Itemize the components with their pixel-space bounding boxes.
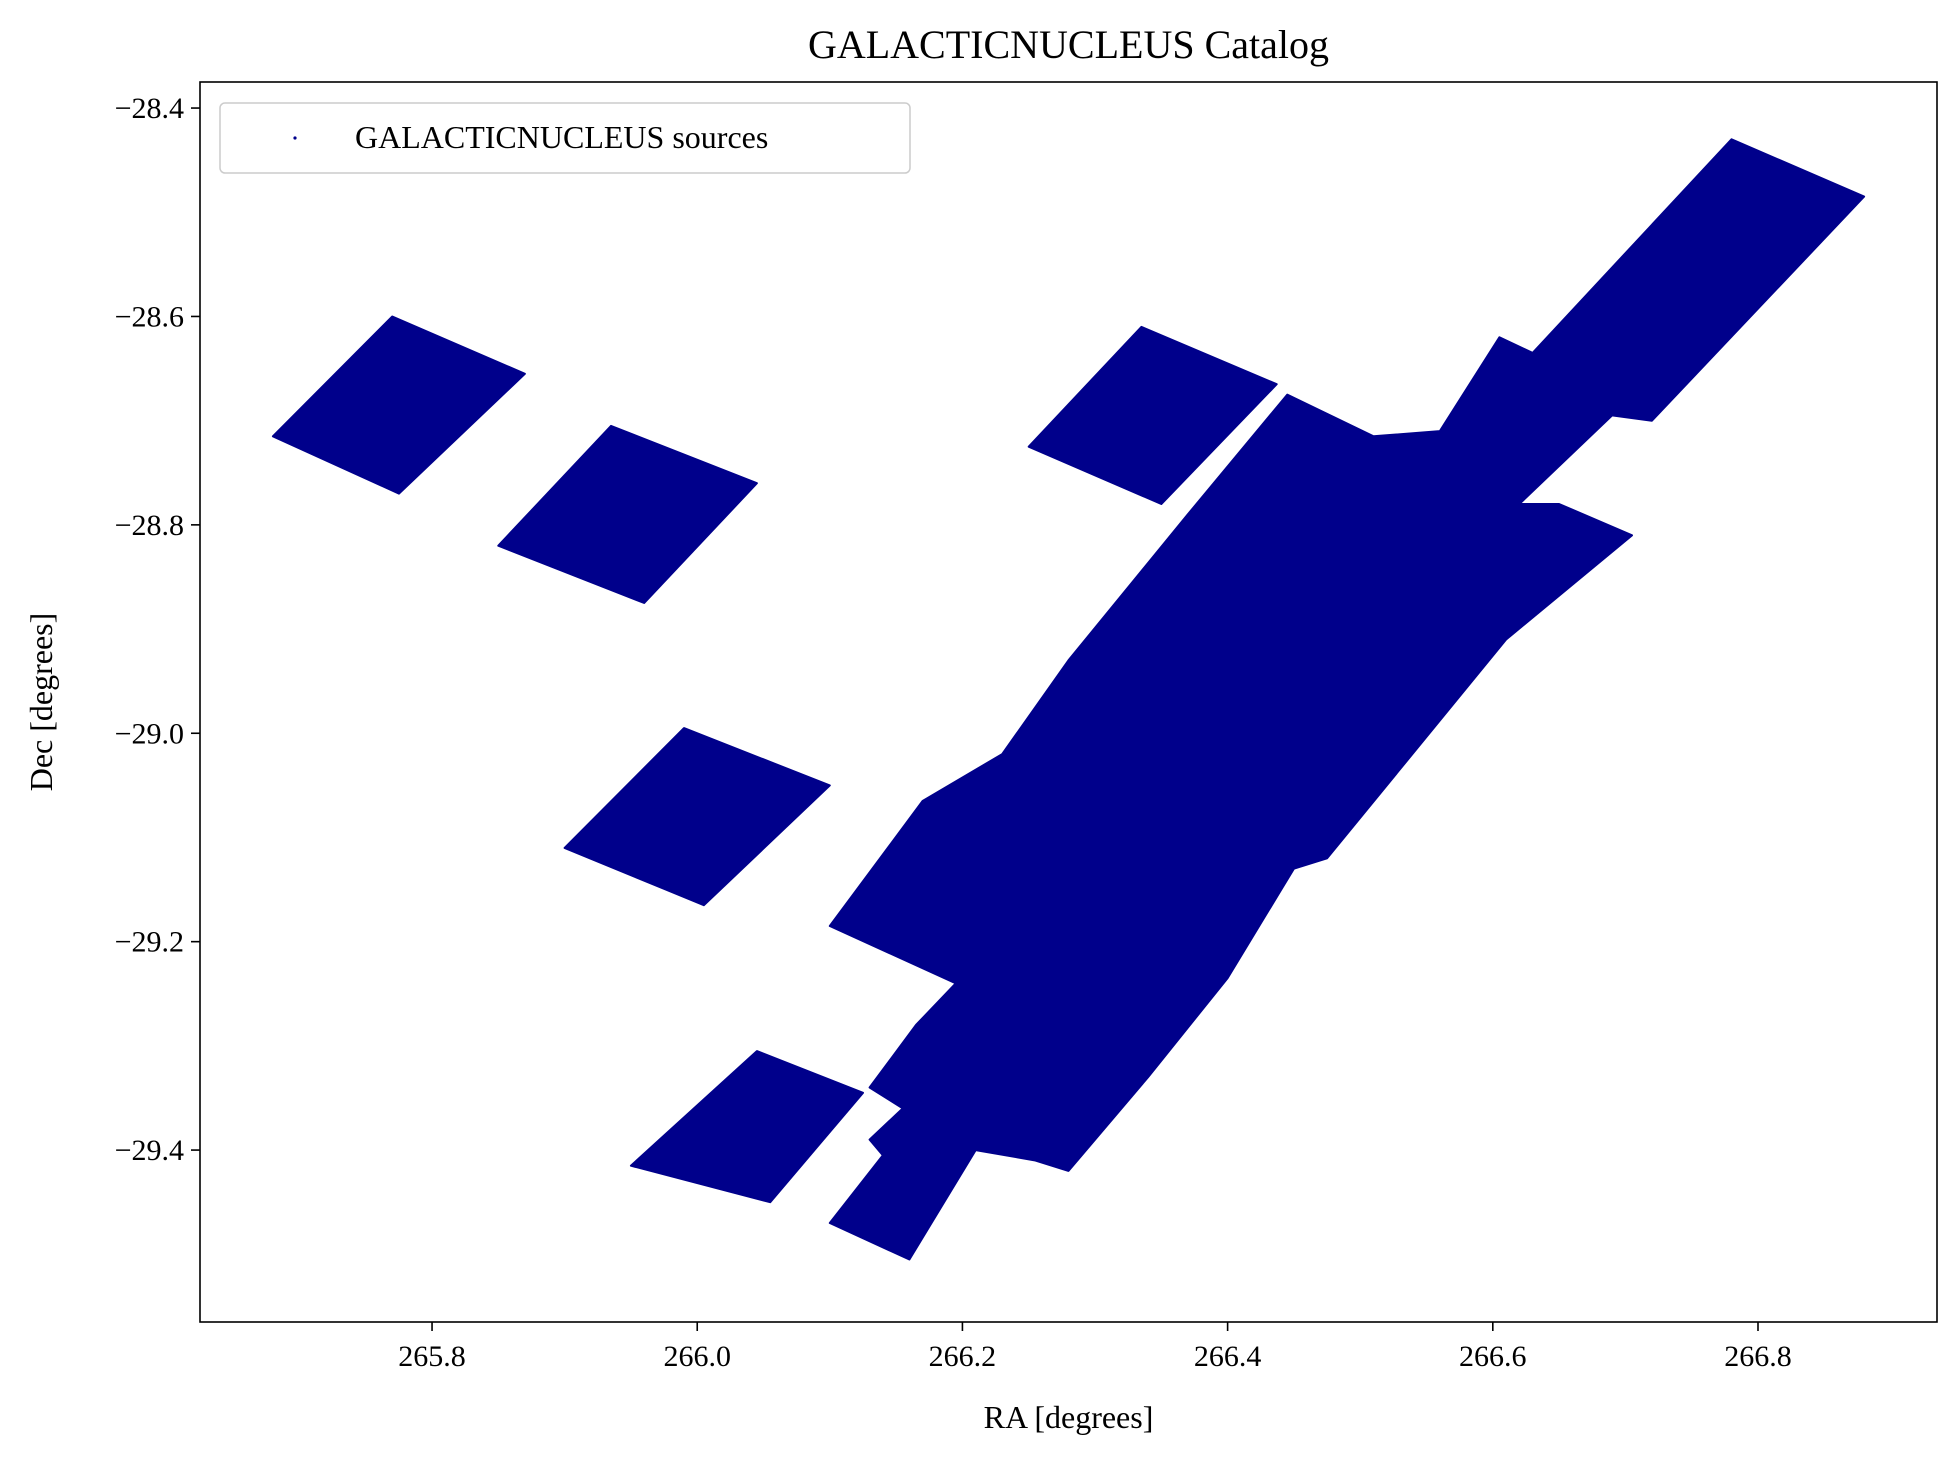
y-tick-label: −28.8 [115, 509, 184, 542]
source-field-region [1027, 325, 1278, 505]
source-field-region [563, 727, 831, 907]
legend: GALACTICNUCLEUS sources [219, 102, 911, 174]
source-field-region [271, 315, 526, 495]
x-tick-label: 265.8 [398, 1340, 466, 1373]
x-tick-label: 266.0 [663, 1340, 731, 1373]
source-field-region [629, 1050, 864, 1204]
x-tick-label: 266.6 [1459, 1340, 1527, 1373]
y-tick-label: −28.6 [115, 300, 184, 333]
x-tick-label: 266.2 [929, 1340, 997, 1373]
series-sources [271, 138, 1866, 1261]
x-tick-label: 266.8 [1724, 1340, 1792, 1373]
source-field-region [497, 424, 758, 604]
y-tick-label: −29.2 [115, 926, 184, 959]
legend-box [219, 102, 911, 174]
legend-marker-icon [293, 136, 297, 140]
y-axis-label: Dec [degrees] [23, 613, 59, 792]
plot-frame [199, 81, 1938, 1323]
legend-entry-label: GALACTICNUCLEUS sources [355, 119, 768, 155]
source-field-region [828, 138, 1866, 1261]
plot-data [271, 138, 1866, 1261]
y-tick-label: −28.4 [115, 92, 184, 125]
x-tick-label: 266.4 [1194, 1340, 1262, 1373]
x-axis-label: RA [degrees] [984, 1399, 1154, 1435]
y-axis-ticks: −28.4 −28.6 −28.8 −29.0 −29.2 −29.4 [115, 92, 200, 1167]
y-tick-label: −29.4 [115, 1134, 184, 1167]
y-tick-label: −29.0 [115, 717, 184, 750]
x-axis-ticks: 265.8 266.0 266.2 266.4 266.6 266.8 [398, 1322, 1792, 1373]
chart-title: GALACTICNUCLEUS Catalog [808, 22, 1329, 67]
